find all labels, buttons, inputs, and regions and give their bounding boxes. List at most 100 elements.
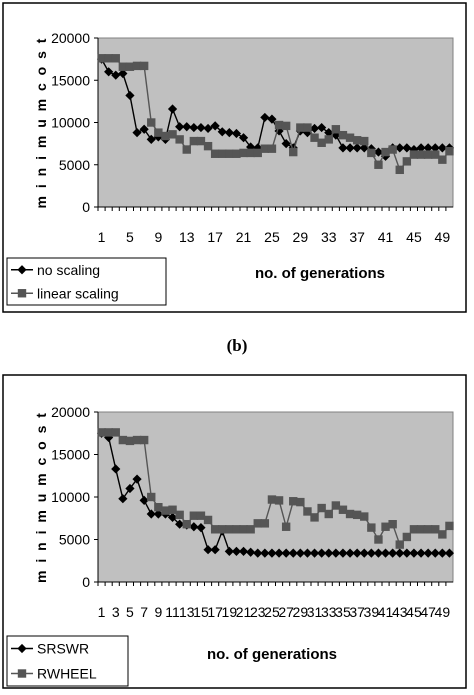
data-point (317, 138, 326, 147)
data-point (189, 511, 199, 520)
data-point (111, 54, 120, 63)
x-tick-label: 29 (293, 229, 309, 245)
data-point (409, 150, 419, 159)
data-point (367, 523, 376, 532)
data-point (381, 147, 390, 157)
data-point (97, 54, 106, 63)
data-point (210, 121, 220, 131)
data-point (374, 160, 383, 169)
data-point (360, 136, 369, 146)
x-tick-label: 21 (236, 604, 252, 620)
data-point (416, 143, 426, 153)
legend: no scaling linear scaling (6, 257, 167, 306)
data-point (218, 525, 227, 534)
y-tick-label: 20000 (51, 30, 90, 46)
data-point (253, 148, 262, 158)
data-point (139, 435, 149, 445)
data-point (111, 464, 121, 474)
data-point (274, 548, 284, 558)
legend-marker (17, 643, 27, 654)
x-tick-label: 19 (222, 604, 238, 620)
x-tick-label: 1 (98, 604, 106, 620)
data-point (161, 131, 170, 141)
data-point (345, 133, 355, 142)
legend-label: no scaling (37, 262, 100, 278)
data-point (303, 507, 312, 516)
data-point (345, 143, 355, 153)
data-point (154, 503, 163, 512)
data-point (104, 67, 114, 77)
data-point (111, 428, 120, 437)
x-tick-label: 41 (378, 229, 394, 245)
data-point (203, 141, 213, 151)
data-point (139, 124, 149, 134)
data-point (437, 143, 447, 153)
data-point (210, 149, 220, 158)
data-point (416, 150, 426, 159)
data-point (324, 509, 333, 519)
data-point (253, 519, 262, 528)
data-point (360, 512, 369, 521)
data-point (238, 133, 249, 143)
data-point (104, 54, 113, 63)
data-point (338, 130, 348, 140)
y-tick-label: 5000 (59, 157, 90, 173)
data-point (296, 123, 305, 132)
legend-label: RWHEEL (37, 666, 97, 682)
data-point (132, 128, 142, 138)
series-rwheel (97, 428, 454, 549)
data-point (239, 148, 248, 158)
data-point (224, 128, 234, 138)
data-point (338, 143, 348, 153)
data-point (331, 130, 341, 140)
x-tick-label: 45 (406, 604, 422, 620)
data-point (288, 548, 298, 558)
x-tick-label: 27 (278, 604, 294, 620)
x-tick-label: 17 (207, 229, 223, 245)
data-point (210, 545, 220, 555)
data-point (104, 428, 113, 437)
data-point (196, 136, 206, 146)
data-point (210, 525, 220, 534)
data-point (402, 143, 412, 153)
data-point (225, 525, 234, 534)
data-point (423, 548, 433, 558)
x-tick-label: 17 (207, 604, 223, 620)
y-axis-label: m i n i m u m c o s t (33, 411, 49, 583)
data-point (175, 510, 184, 520)
data-point (324, 548, 334, 558)
data-point (189, 522, 199, 532)
data-point (388, 548, 398, 558)
data-point (267, 144, 277, 153)
data-point (168, 130, 177, 139)
data-point (182, 520, 191, 529)
y-tick-label: 0 (82, 574, 90, 590)
x-tick-label: 9 (154, 604, 162, 620)
data-point (380, 548, 391, 558)
data-point (430, 548, 440, 558)
y-tick-label: 15000 (51, 72, 90, 88)
data-point (388, 145, 397, 154)
x-tick-label: 47 (420, 604, 436, 620)
data-point (352, 136, 362, 145)
x-tick-label: 49 (435, 229, 451, 245)
data-point (367, 148, 376, 158)
data-point (196, 122, 206, 133)
data-point (225, 149, 234, 158)
data-point (97, 428, 106, 437)
data-point (366, 548, 376, 558)
x-tick-label: 35 (335, 604, 351, 620)
data-point (175, 122, 185, 132)
legend-box (6, 257, 167, 306)
data-point (132, 435, 142, 445)
data-point (168, 505, 177, 514)
data-point (125, 436, 135, 446)
data-point (296, 497, 305, 507)
data-point (146, 134, 156, 144)
data-point (239, 525, 248, 534)
data-point (309, 548, 320, 558)
data-point (331, 548, 341, 558)
y-tick-label: 0 (82, 199, 90, 215)
data-point (381, 522, 390, 531)
data-point (317, 503, 326, 513)
